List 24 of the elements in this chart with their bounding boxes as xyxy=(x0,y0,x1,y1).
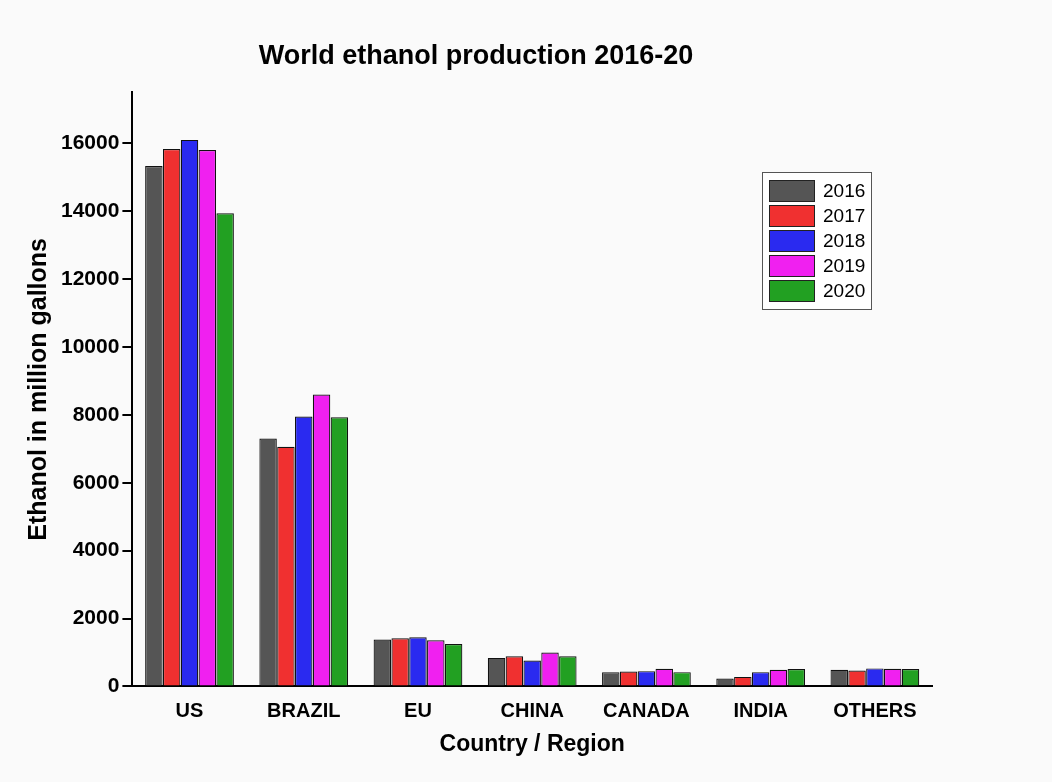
y-tick-label: 16000 xyxy=(60,130,120,154)
x-tick-label: CHINA xyxy=(500,698,564,721)
y-tick-label: 0 xyxy=(107,673,120,697)
legend-label: 2020 xyxy=(823,280,866,303)
x-tick-label: US xyxy=(175,698,204,721)
y-tick-label: 4000 xyxy=(72,537,120,561)
x-tick-label: INDIA xyxy=(733,698,788,721)
x-tick-label: CANADA xyxy=(603,698,690,721)
x-tick-label: BRAZIL xyxy=(267,698,341,721)
y-tick-label: 2000 xyxy=(72,605,120,629)
legend-label: 2017 xyxy=(823,205,866,228)
y-axis-title: Ethanol in million gallons xyxy=(22,238,51,541)
legend-label: 2019 xyxy=(823,255,866,278)
x-tick-label: OTHERS xyxy=(833,698,917,721)
legend-label: 2016 xyxy=(823,180,866,203)
y-tick-label: 10000 xyxy=(60,333,120,357)
x-axis-title: Country / Region xyxy=(439,729,625,756)
y-tick-label: 14000 xyxy=(60,198,120,221)
legend-label: 2018 xyxy=(823,230,866,253)
x-tick-label: EU xyxy=(404,698,432,721)
y-tick-label: 6000 xyxy=(72,469,120,493)
y-tick-label: 12000 xyxy=(60,265,120,289)
y-tick-label: 8000 xyxy=(72,401,120,425)
chart-title: World ethanol production 2016-20 xyxy=(258,39,694,70)
